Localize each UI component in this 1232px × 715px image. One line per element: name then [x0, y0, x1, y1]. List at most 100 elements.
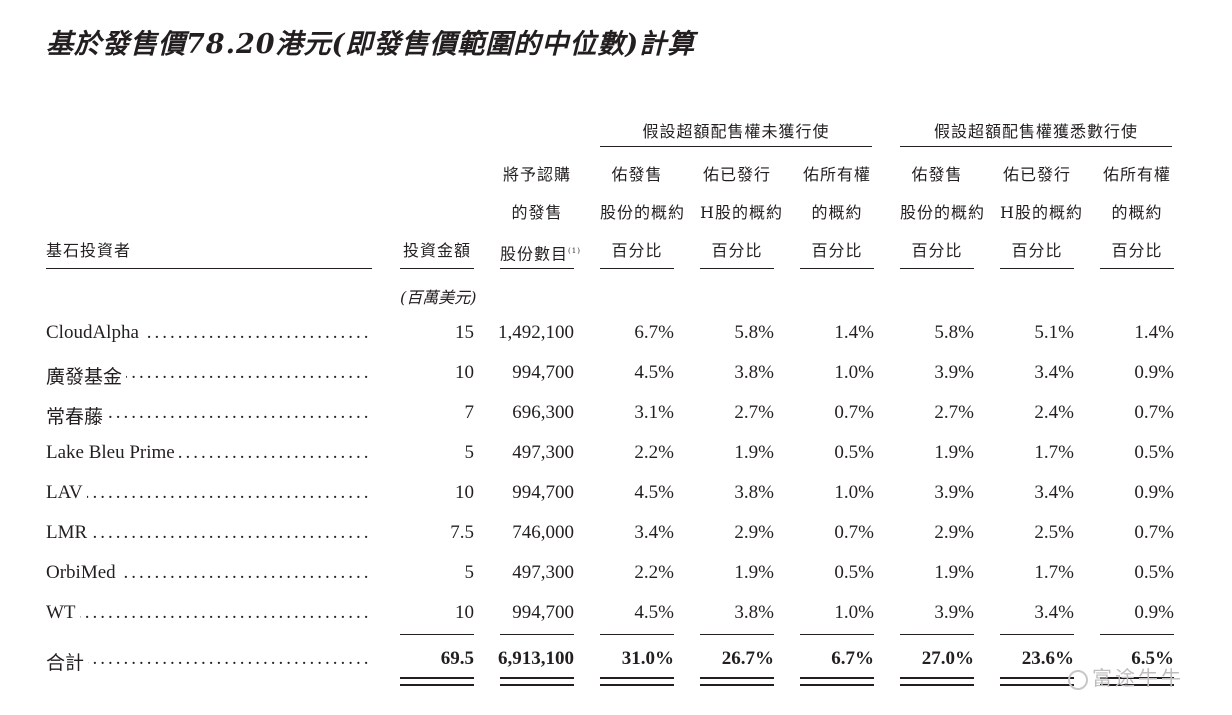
table-row: ........................................… — [0, 322, 1232, 362]
cell-shares: 994,700 — [512, 482, 574, 503]
cell-c3: 1.4% — [834, 322, 874, 343]
cell-c1: 4.5% — [634, 362, 674, 383]
cell-c6: 1.4% — [1134, 322, 1174, 343]
group-header-fully-exercised: 假設超額配售權獲悉數行使 — [933, 122, 1138, 141]
header-rule-amount — [400, 268, 474, 269]
header-pct-offer-l2: 股份的概約 — [600, 203, 686, 222]
cell-c2: 2.9% — [734, 522, 774, 543]
cell-c5: 3.4% — [1034, 362, 1074, 383]
cell-c5: 1.7% — [1034, 562, 1074, 583]
header-rule-investor — [46, 268, 372, 269]
header-pct-offer2-l1: 佑發售 — [911, 165, 963, 184]
cell-c2: 2.7% — [734, 402, 774, 423]
cell-c5: 2.5% — [1034, 522, 1074, 543]
header-rule-c2 — [700, 268, 774, 269]
cell-c6: 0.9% — [1134, 602, 1174, 623]
leader-dots: ........................................… — [46, 362, 372, 383]
cell-c3: 1.0% — [834, 362, 874, 383]
total-rule-c3 — [800, 634, 874, 635]
header-shares-l2: 的發售 — [511, 203, 563, 222]
leader-dots: ........................................… — [46, 522, 372, 543]
investor-name: LMR — [46, 522, 372, 544]
cell-c4: 1.9% — [934, 442, 974, 463]
investor-name-label: LAV — [46, 482, 87, 503]
cell-c3: 0.5% — [834, 442, 874, 463]
header-pct-offer-l1: 佑發售 — [611, 165, 663, 184]
cell-c1: 2.2% — [634, 562, 674, 583]
header-pct-all2-l2: 的概約 — [1111, 203, 1163, 222]
header-rule-c4 — [900, 268, 974, 269]
cell-shares: 696,300 — [512, 402, 574, 423]
total-double-rule-c1 — [600, 677, 674, 686]
leader-dots: ........................................… — [46, 562, 372, 583]
table-row: ........................................… — [0, 562, 1232, 602]
total-rule-c4 — [900, 634, 974, 635]
header-pct-offer2-l2: 股份的概約 — [900, 203, 986, 222]
cell-c4: 1.9% — [934, 562, 974, 583]
cell-c5: 1.7% — [1034, 442, 1074, 463]
header-pct-h2-l1: 佑已發行 — [1002, 165, 1071, 184]
cell-c1: 31.0% — [621, 648, 674, 669]
cell-amount: 5 — [464, 442, 475, 463]
investor-name: WT — [46, 602, 372, 624]
leader-dots: ........................................… — [46, 602, 372, 623]
cell-c3: 1.0% — [834, 602, 874, 623]
cell-amount: 5 — [464, 562, 475, 583]
cell-shares: 497,300 — [512, 562, 574, 583]
total-double-rule-amount — [400, 677, 474, 686]
header-shares-l3: 股份數目(1) — [500, 244, 581, 264]
cell-c2: 3.8% — [734, 362, 774, 383]
header-pct-all-l3: 百分比 — [811, 241, 863, 260]
leader-dots: ........................................… — [46, 402, 372, 423]
investor-name: 廣發基金 — [46, 362, 372, 389]
header-pct-all2-l3: 百分比 — [1111, 241, 1163, 260]
header-rule-c3 — [800, 268, 874, 269]
cell-c6: 0.9% — [1134, 482, 1174, 503]
cell-c6: 0.7% — [1134, 402, 1174, 423]
table-row: ........................................… — [0, 442, 1232, 482]
header-pct-all2-l1: 佑所有權 — [1102, 165, 1171, 184]
header-pct-h-l1: 佑已發行 — [702, 165, 771, 184]
cell-c2: 26.7% — [721, 648, 774, 669]
total-double-rule-shares — [500, 677, 574, 686]
cell-c4: 3.9% — [934, 602, 974, 623]
cell-c3: 0.5% — [834, 562, 874, 583]
investor-name-label: OrbiMed — [46, 562, 120, 583]
investor-name-label: LMR — [46, 522, 92, 543]
cell-c5: 3.4% — [1034, 602, 1074, 623]
cell-c3: 0.7% — [834, 522, 874, 543]
cell-c4: 5.8% — [934, 322, 974, 343]
cell-amount: 7.5 — [450, 522, 474, 543]
cell-c2: 3.8% — [734, 602, 774, 623]
cell-c4: 3.9% — [934, 482, 974, 503]
table-row: ........................................… — [0, 482, 1232, 522]
total-row: ........................................… — [0, 648, 1232, 688]
group-rule-fully-exercised — [900, 146, 1172, 147]
header-rule-c5 — [1000, 268, 1074, 269]
watermark-logo-icon — [1068, 669, 1088, 690]
header-pct-offer2-l3: 百分比 — [911, 241, 963, 260]
cell-c2: 1.9% — [734, 562, 774, 583]
investor-name: OrbiMed — [46, 562, 372, 584]
cell-c3: 1.0% — [834, 482, 874, 503]
cell-c3: 0.7% — [834, 402, 874, 423]
cell-c1: 3.1% — [634, 402, 674, 423]
cell-shares: 1,492,100 — [498, 322, 574, 343]
header-pct-h-l2: H股的概約 — [700, 203, 783, 222]
header-pct-h2-l3: 百分比 — [1011, 241, 1063, 260]
investor-name: 合計 — [46, 648, 372, 675]
unit-label: (百萬美元) — [400, 288, 477, 307]
header-pct-h-l3: 百分比 — [711, 241, 763, 260]
total-rule-shares — [500, 634, 574, 635]
investor-name-label: 廣發基金 — [46, 367, 127, 388]
cell-c6: 0.9% — [1134, 362, 1174, 383]
investor-name: CloudAlpha — [46, 322, 372, 344]
table-row: ........................................… — [0, 602, 1232, 642]
total-rule-c5 — [1000, 634, 1074, 635]
total-double-rule-c5 — [1000, 677, 1074, 686]
cell-c1: 2.2% — [634, 442, 674, 463]
watermark: 富途牛牛 — [1068, 662, 1184, 691]
cell-c2: 5.8% — [734, 322, 774, 343]
leader-dots: ........................................… — [46, 482, 372, 503]
cell-c6: 0.5% — [1134, 562, 1174, 583]
